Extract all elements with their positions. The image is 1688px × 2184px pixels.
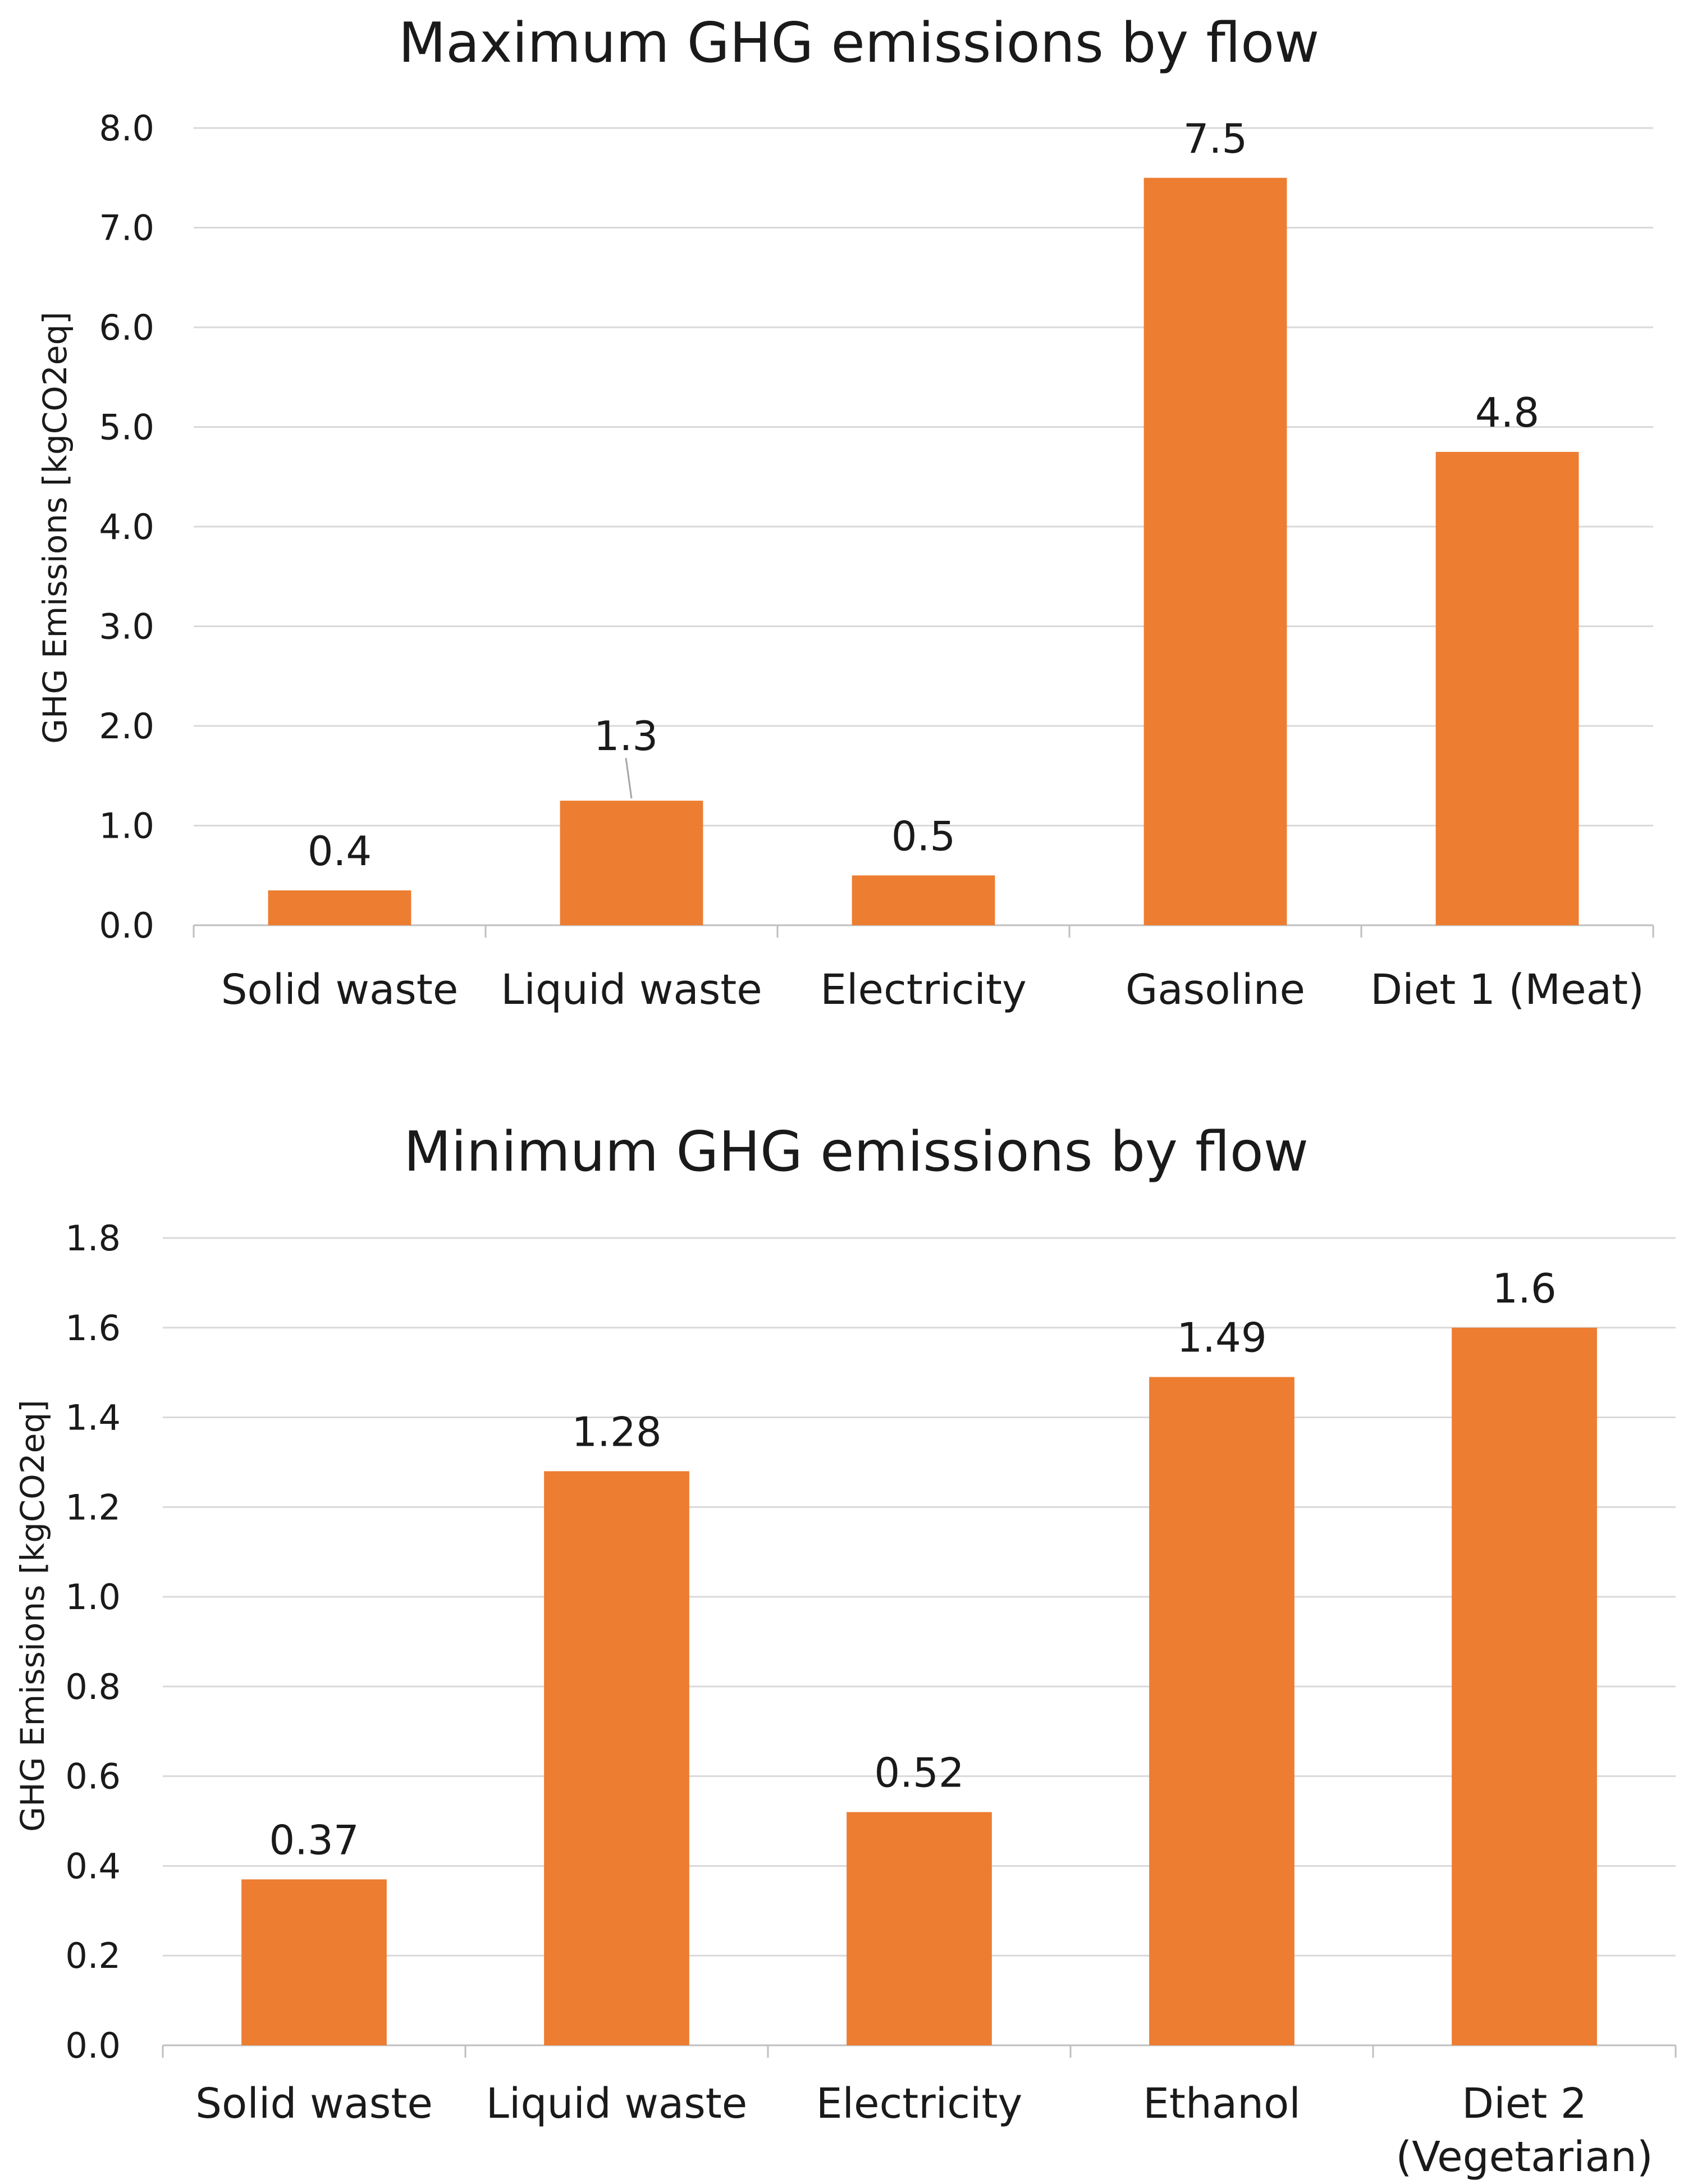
min-data-label-1: 1.28 — [571, 1408, 661, 1455]
min-y-tick-label: 0.0 — [65, 2025, 121, 2066]
max-data-label-1: 1.3 — [594, 712, 658, 760]
max-bar-0 — [268, 890, 411, 925]
max-y-tick-label: 2.0 — [99, 706, 154, 747]
min-bar-2 — [847, 1812, 992, 2045]
min-y-tick-label: 0.8 — [65, 1666, 121, 1707]
min-data-label-2: 0.52 — [874, 1749, 964, 1797]
max-data-label-0: 0.4 — [308, 828, 372, 875]
min-bar-4 — [1452, 1327, 1597, 2045]
max-y-tick-label: 6.0 — [99, 307, 154, 348]
max-category-label-1: Liquid waste — [501, 966, 762, 1014]
max-data-label-3: 7.5 — [1183, 115, 1248, 162]
max-bar-3 — [1143, 177, 1287, 925]
max-y-tick-label: 1.0 — [99, 806, 154, 847]
max-y-axis-label: GHG Emissions [kgCO2eq] — [36, 312, 74, 744]
max-y-tick-label: 7.0 — [99, 208, 154, 249]
chart-minimum-ghg-svg: Minimum GHG emissions by flow 0.0 0.2 0.4 0.… — [13, 1120, 1677, 2181]
max-data-label-2: 0.5 — [891, 812, 956, 860]
min-category-label-0: Solid waste — [195, 2080, 433, 2128]
max-data-label-4: 4.8 — [1475, 389, 1540, 436]
min-category-label-1: Liquid waste — [486, 2080, 748, 2128]
max-data-label-leader — [625, 757, 633, 799]
max-y-tick-label: 4.0 — [99, 506, 154, 547]
max-bar-2 — [852, 875, 995, 925]
max-y-tick-label: 3.0 — [99, 606, 154, 647]
min-y-tick-label: 0.2 — [65, 1935, 121, 1976]
min-chart-title: Minimum GHG emissions by flow — [404, 1120, 1309, 1184]
min-y-tick-label: 1.8 — [65, 1218, 121, 1259]
min-data-label-3: 1.49 — [1177, 1314, 1266, 1361]
min-bar-0 — [241, 1879, 387, 2045]
max-y-tick-label: 0.0 — [99, 905, 154, 946]
min-bar-1 — [544, 1471, 689, 2045]
max-chart-title: Maximum GHG emissions by flow — [399, 11, 1320, 75]
min-y-tick-label: 0.4 — [65, 1845, 121, 1886]
max-category-label-2: Electricity — [820, 966, 1027, 1014]
max-bar-4 — [1435, 451, 1579, 925]
chart-minimum-ghg: Minimum GHG emissions by flow 0.0 0.2 0.4 0.… — [0, 1100, 1688, 2184]
min-y-axis-label: GHG Emissions [kgCO2eq] — [13, 1400, 52, 1832]
min-bar-3 — [1149, 1377, 1294, 2045]
max-y-tick-label: 8.0 — [99, 108, 154, 149]
min-category-label-4: (Vegetarian) — [1396, 2133, 1653, 2181]
min-y-tick-label: 1.2 — [65, 1487, 121, 1528]
min-y-tick-label: 1.0 — [65, 1577, 121, 1618]
min-y-tick-label: 0.6 — [65, 1756, 121, 1797]
max-category-label-4: Diet 1 (Meat) — [1370, 966, 1644, 1014]
max-category-label-0: Solid waste — [221, 966, 459, 1014]
max-y-tick-label: 5.0 — [99, 407, 154, 448]
min-y-tick-label: 1.6 — [65, 1308, 121, 1349]
chart-maximum-ghg: Maximum GHG emissions by flow 0.0 1.0 2.0 3.… — [0, 0, 1688, 1067]
max-category-label-3: Gasoline — [1126, 966, 1305, 1014]
min-category-label-4: Diet 2 — [1462, 2080, 1587, 2128]
chart-maximum-ghg-svg: Maximum GHG emissions by flow 0.0 1.0 2.0 3.… — [36, 11, 1654, 1014]
min-category-label-2: Electricity — [816, 2080, 1023, 2128]
min-data-label-0: 0.37 — [269, 1816, 359, 1863]
min-y-tick-label: 1.4 — [65, 1397, 121, 1438]
min-category-label-3: Ethanol — [1143, 2080, 1301, 2128]
min-data-label-4: 1.6 — [1492, 1265, 1557, 1312]
max-bar-1 — [560, 801, 703, 925]
